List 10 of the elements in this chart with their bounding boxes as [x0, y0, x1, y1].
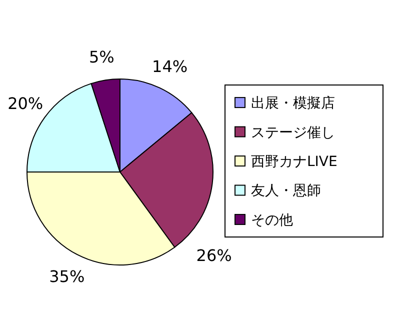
- data-label: 20%: [8, 94, 44, 114]
- legend-label: 西野カナLIVE: [251, 154, 338, 170]
- legend-label: 友人・恩師: [251, 183, 321, 200]
- data-label: 35%: [49, 267, 85, 286]
- legend-label: ステージ催し: [251, 124, 335, 141]
- data-label: 26%: [196, 246, 232, 265]
- data-label: 14%: [152, 57, 188, 76]
- legend-label: その他: [251, 212, 293, 228]
- legend-label: 出展・模擬店: [251, 96, 335, 112]
- data-label: 5%: [89, 47, 114, 66]
